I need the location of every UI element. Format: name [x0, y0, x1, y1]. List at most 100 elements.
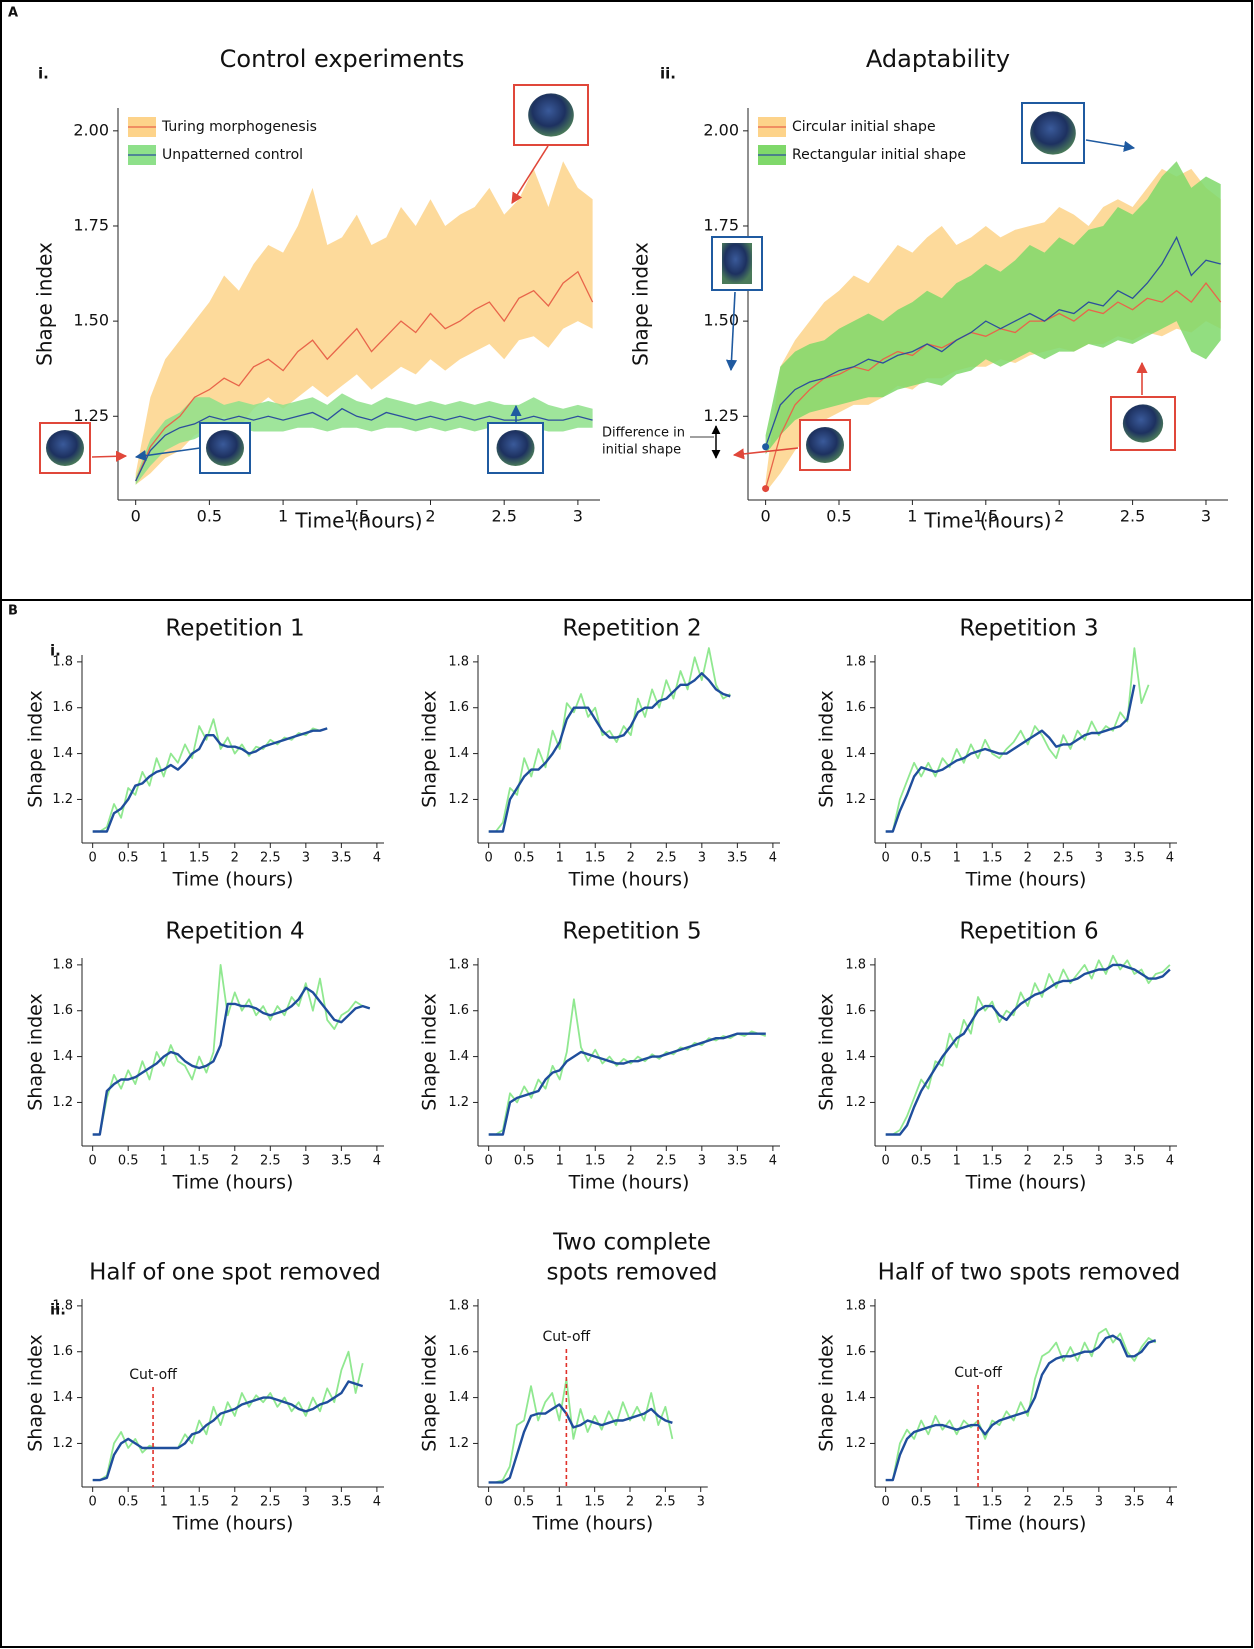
x-tick-label: 0 [485, 850, 493, 865]
line [488, 1378, 674, 1484]
x-tick-label: 2.5 [491, 507, 516, 526]
x-tick-label: 0 [485, 1153, 493, 1168]
line [885, 647, 1150, 833]
x-tick-label: 3 [698, 850, 706, 865]
y-tick-label: 1.8 [52, 957, 73, 972]
x-tick-label: 0.5 [911, 1494, 932, 1509]
x-tick-label: 3 [1095, 850, 1103, 865]
x-tick-label: 1.5 [585, 1153, 606, 1168]
x-tick-label: 0 [89, 850, 97, 865]
legend-label: Unpatterned control [162, 147, 303, 163]
x-tick-label: 2.5 [1053, 1494, 1074, 1509]
x-tick-label: 3 [698, 1153, 706, 1168]
start-dot [762, 485, 770, 493]
x-axis-label: Time (hours) [568, 869, 690, 891]
x-tick-label: 1 [907, 507, 917, 526]
thumbnail-arrow [725, 291, 738, 372]
y-tick-label: 1.75 [703, 215, 739, 234]
x-tick-label: 1 [160, 1153, 168, 1168]
y-tick-label: 1.2 [448, 1436, 469, 1451]
chart-title: Repetition 3 [959, 616, 1098, 642]
x-tick-label: 0 [131, 507, 141, 526]
x-tick-label: 1 [278, 507, 288, 526]
y-tick-label: 1.2 [845, 1095, 866, 1110]
y-tick-label: 1.4 [845, 746, 866, 761]
x-tick-label: 0 [89, 1153, 97, 1168]
y-tick-label: 1.6 [448, 700, 469, 715]
x-tick-label: 0.5 [514, 1494, 535, 1509]
y-tick-label: 1.4 [52, 746, 73, 761]
x-tick-label: 1.5 [973, 507, 998, 526]
x-tick-label: 2.5 [1053, 1153, 1074, 1168]
chart-title: Repetition 6 [959, 919, 1098, 945]
legend-label: Turing morphogenesis [161, 119, 317, 135]
y-tick-label: 1.75 [73, 215, 109, 234]
x-tick-label: 2.5 [656, 1153, 677, 1168]
y-tick-label: 1.8 [52, 1298, 73, 1313]
thumbnail-arrow [1085, 139, 1136, 152]
sublabel: i. [38, 65, 49, 83]
legend-label: Circular initial shape [792, 119, 936, 135]
line [764, 235, 1221, 447]
sublabel: i. [50, 642, 61, 660]
x-axis-label: Time (hours) [172, 1172, 294, 1194]
x-tick-label: 0.5 [118, 1153, 139, 1168]
x-tick-label: 3 [302, 850, 310, 865]
y-tick-label: 1.4 [52, 1049, 73, 1064]
cutoff-label: Cut-off [543, 1329, 591, 1345]
y-tick-label: 1.2 [52, 1095, 73, 1110]
x-tick-label: 4 [769, 1153, 777, 1168]
x-tick-label: 0.5 [514, 1153, 535, 1168]
x-tick-label: 2 [627, 1153, 635, 1168]
x-axis-label: Time (hours) [965, 869, 1087, 891]
y-tick-label: 1.8 [448, 957, 469, 972]
x-tick-label: 4 [1166, 1153, 1174, 1168]
y-tick-label: 2.00 [73, 120, 109, 139]
x-tick-label: 4 [373, 1153, 381, 1168]
x-tick-label: 2 [1024, 1494, 1032, 1509]
x-tick-label: 3.5 [727, 850, 748, 865]
x-tick-label: 2 [1054, 507, 1064, 526]
x-axis-label: Time (hours) [965, 1172, 1087, 1194]
x-tick-label: 4 [373, 850, 381, 865]
y-tick-label: 1.8 [448, 654, 469, 669]
y-tick-label: 1.8 [52, 654, 73, 669]
x-tick-label: 3.5 [331, 1153, 352, 1168]
chart-title: Half of two spots removed [878, 1260, 1181, 1286]
x-tick-label: 3.5 [1124, 1494, 1145, 1509]
x-tick-label: 0.5 [826, 507, 851, 526]
line [885, 684, 1136, 833]
x-tick-label: 1.5 [982, 1153, 1003, 1168]
x-tick-label: 4 [373, 1494, 381, 1509]
line [135, 270, 594, 482]
y-axis-label: Shape index [33, 242, 57, 366]
x-tick-label: 4 [1166, 1494, 1174, 1509]
x-tick-label: 1 [953, 850, 961, 865]
x-tick-label: 3 [1095, 1153, 1103, 1168]
y-tick-label: 1.2 [448, 1095, 469, 1110]
x-tick-label: 2.5 [1053, 850, 1074, 865]
chart-title: Repetition 4 [165, 919, 304, 945]
y-tick-label: 1.25 [73, 406, 109, 425]
y-tick-label: 1.8 [448, 1298, 469, 1313]
x-tick-label: 2.5 [260, 850, 281, 865]
x-tick-label: 3 [697, 1494, 705, 1509]
y-tick-label: 1.2 [845, 1436, 866, 1451]
x-tick-label: 1 [160, 850, 168, 865]
x-tick-label: 0.5 [911, 850, 932, 865]
x-tick-label: 1.5 [982, 1494, 1003, 1509]
thumbnail-cells [528, 93, 574, 137]
x-tick-label: 2.5 [260, 1153, 281, 1168]
x-axis-label: Time (hours) [923, 509, 1051, 533]
x-tick-label: 1 [556, 1153, 564, 1168]
line [92, 964, 371, 1136]
chart-title: Two complete [552, 1230, 711, 1256]
x-axis-label: Time (hours) [294, 509, 422, 533]
x-tick-label: 1.5 [982, 850, 1003, 865]
sublabel: ii. [660, 65, 676, 83]
x-tick-label: 3.5 [331, 1494, 352, 1509]
y-tick-label: 1.2 [448, 792, 469, 807]
y-tick-label: 1.2 [52, 1436, 73, 1451]
chart-title: Repetition 1 [165, 616, 304, 642]
